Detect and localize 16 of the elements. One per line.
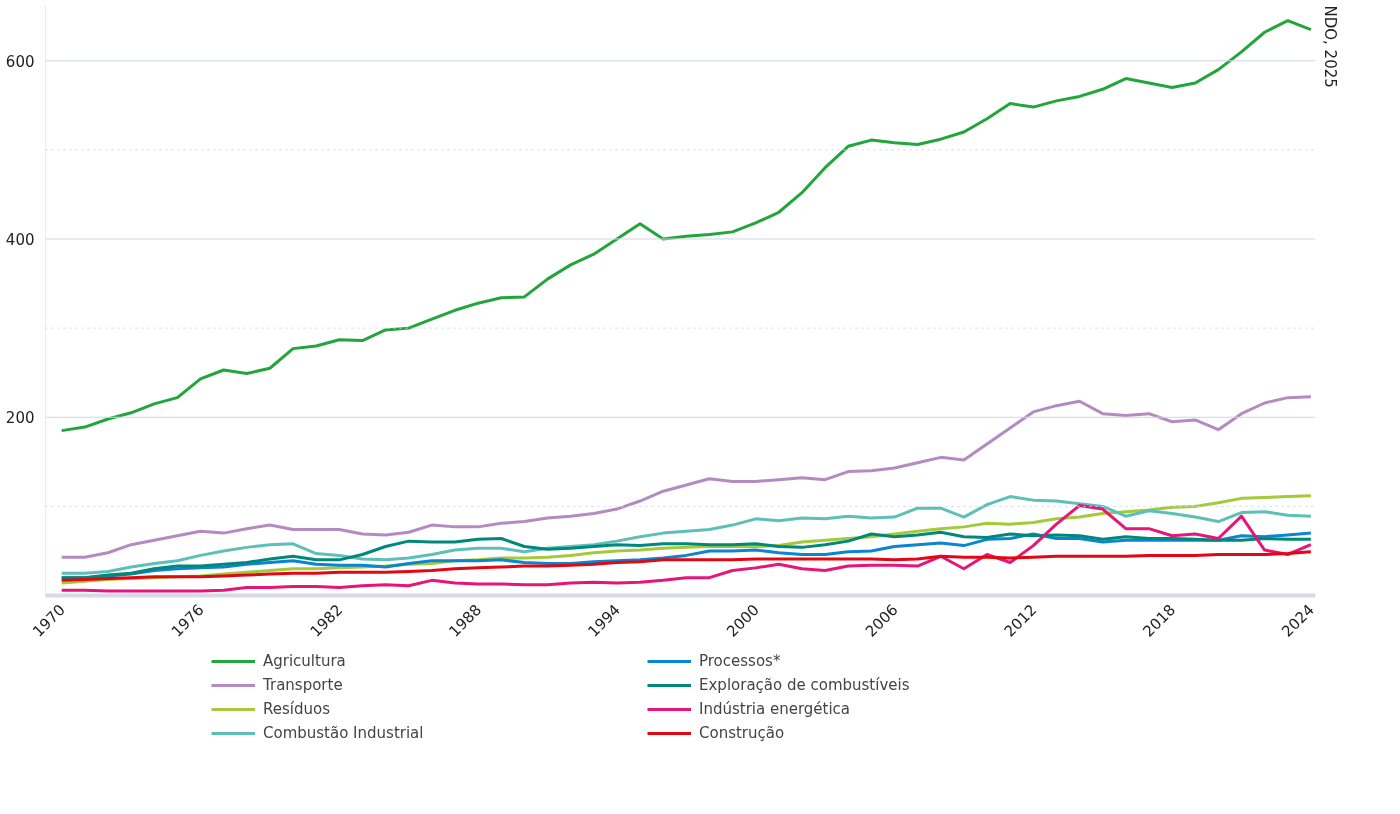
legend-label: Transporte [263, 675, 344, 694]
legend-label: Agricultura [263, 651, 347, 670]
line-series [60, 395, 1313, 559]
y-tick-label: 400 [5, 231, 35, 249]
text: NDO, 2025 [1320, 5, 1339, 88]
legend-label: Indústria energética [699, 699, 852, 718]
y-tick-label: 600 [5, 52, 35, 71]
legend-label: Exploração de combustíveis [699, 675, 911, 694]
legend-label: Combustão Industrial [263, 723, 425, 742]
legend-label: Construção [699, 723, 786, 742]
line-series [60, 503, 1313, 593]
legend-label: Processos* [699, 651, 782, 670]
line-series [60, 19, 1313, 433]
y-tick-label: 200 [5, 409, 35, 428]
line-series [60, 550, 1313, 582]
legend-label: Resíduos [263, 699, 331, 718]
